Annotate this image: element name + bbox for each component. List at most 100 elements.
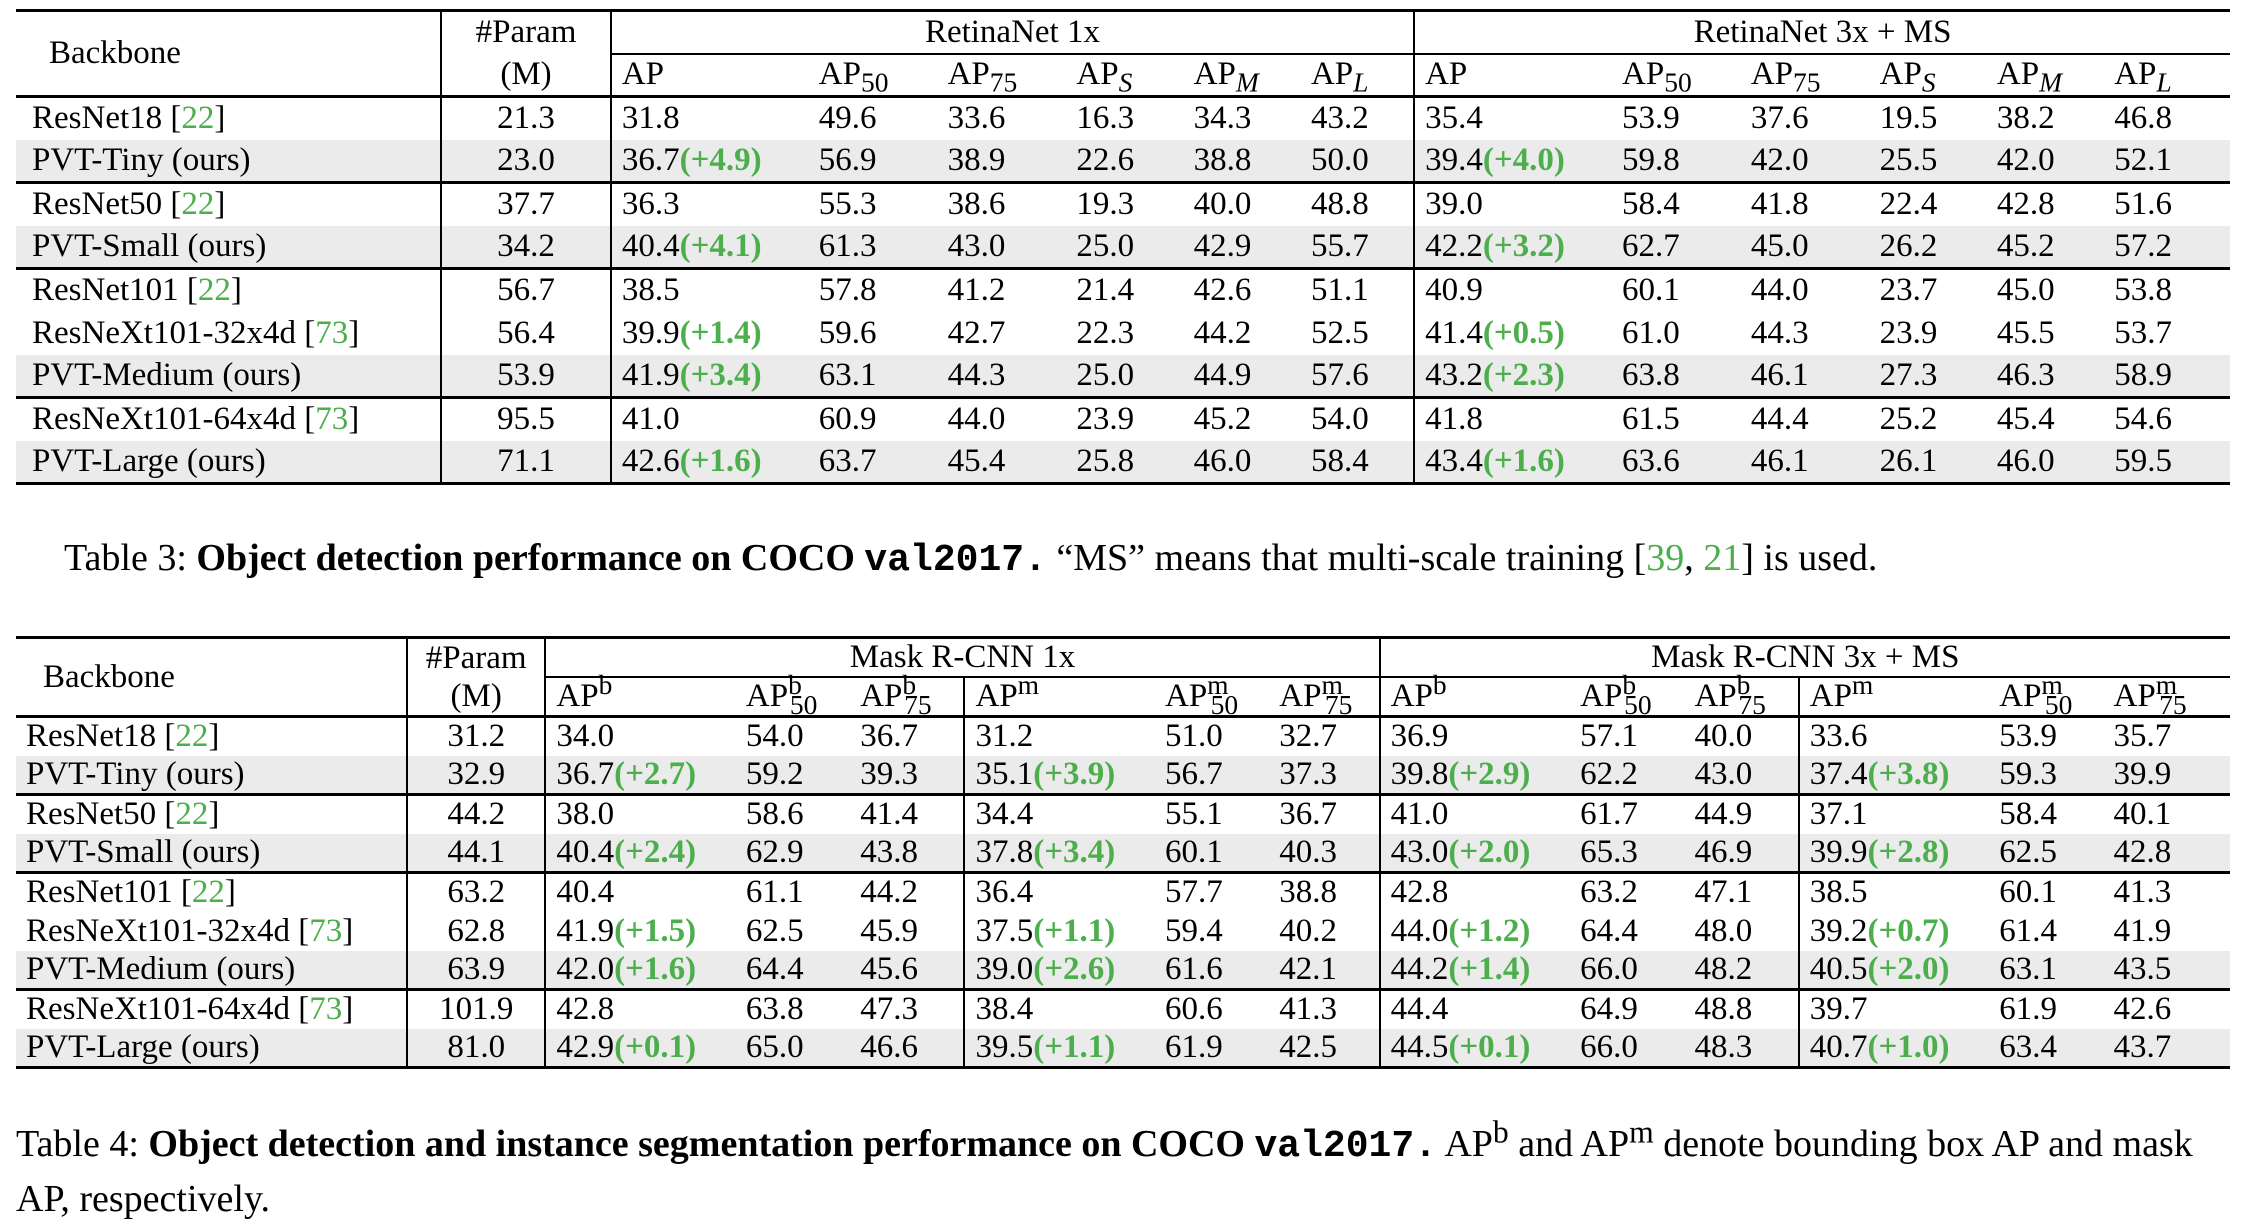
metric-cell: 55.3: [808, 181, 938, 226]
metric-value: 58.4: [1999, 796, 2057, 833]
citation-link[interactable]: 22: [191, 874, 225, 911]
metric-value: 63.6: [1622, 442, 1680, 479]
metric-cell: 36.7(+2.7): [545, 755, 736, 795]
metric-cell: 42.9: [1183, 225, 1301, 269]
metric-cell: 39.9: [2103, 755, 2230, 795]
metric-value: 36.3: [621, 186, 680, 223]
metric-cell: 46.8: [2104, 97, 2230, 140]
metric-value: 39.4: [1425, 141, 1483, 178]
metric-cell: 61.5: [1612, 396, 1741, 441]
caption-citation-link[interactable]: 21: [1703, 537, 1742, 579]
improvement-delta: (+2.0): [1448, 833, 1531, 870]
metric-cell: 66.0: [1570, 950, 1685, 990]
citation-link[interactable]: 22: [175, 796, 209, 833]
metric-cell: 45.5: [1987, 312, 2104, 355]
citation-link[interactable]: 22: [181, 100, 215, 137]
improvement-delta: (+0.7): [1867, 912, 1950, 949]
improvement-delta: (+2.6): [1033, 950, 1116, 987]
backbone-name: ResNet101: [26, 874, 173, 911]
metric-value: 52.5: [1310, 314, 1369, 351]
metric-value: 41.9: [2113, 912, 2172, 949]
metric-value: 52.1: [2114, 141, 2172, 178]
metric-cell: 26.1: [1869, 440, 1987, 484]
metric-value: 39.2: [1809, 912, 1868, 949]
metric-value: 36.7: [621, 141, 680, 178]
citation-link[interactable]: 73: [315, 314, 349, 351]
metric-cell: 42.8: [1986, 181, 2105, 226]
param-cell: 53.9: [441, 354, 612, 398]
improvement-delta: (+1.6): [679, 442, 762, 479]
metric-value: 22.6: [1076, 141, 1135, 178]
citation-link[interactable]: 22: [181, 186, 215, 223]
improvement-delta: (+1.5): [614, 912, 697, 949]
citation-link[interactable]: 73: [309, 912, 343, 949]
backbone-cell: ResNet18 [22]: [16, 716, 409, 756]
metric-cell: 43.0: [937, 225, 1067, 269]
metric-value: 65.3: [1580, 833, 1638, 870]
metric-cell: 37.6: [1741, 97, 1870, 140]
metric-cell: 58.9: [2104, 354, 2230, 398]
backbone-cell: PVT-Large (ours): [16, 440, 443, 484]
metric-cell: 43.7: [2103, 1028, 2230, 1068]
metric-ap75-header: AP75: [947, 56, 1018, 98]
metric-value: 41.2: [947, 272, 1006, 309]
citation-link[interactable]: 73: [315, 401, 349, 438]
metric-value: 57.1: [1580, 718, 1638, 755]
metric-cell: 42.2(+3.2): [1414, 225, 1613, 269]
metric-value: 21.4: [1076, 272, 1135, 309]
citation-link[interactable]: 22: [197, 272, 231, 309]
backbone-name: PVT-Large (ours): [32, 442, 266, 479]
citation-link[interactable]: 22: [175, 718, 209, 755]
metric-value: 42.8: [2113, 833, 2172, 870]
metric-cell: 53.7: [2104, 312, 2230, 355]
metric-value: 35.7: [2113, 718, 2172, 755]
improvement-delta: (+1.2): [1448, 912, 1531, 949]
caption-citation-link[interactable]: 39: [1646, 537, 1685, 579]
metric-value: 36.4: [975, 874, 1034, 911]
metric-value: 26.1: [1879, 442, 1938, 479]
table-4: Backbone #Param Mask R-CNN 1x Mask R-CNN…: [16, 636, 2230, 1069]
metric-value: 39.9: [2113, 755, 2172, 792]
param-header-line2: (M): [407, 677, 547, 717]
metric-cell: 64.4: [735, 950, 851, 990]
metric-cell: 57.2: [2104, 225, 2230, 269]
metric-cell: 54.0: [736, 717, 850, 756]
metric-cell: 57.6: [1300, 354, 1416, 398]
metric-cell: 58.4: [1989, 793, 2104, 834]
metric-value: 58.4: [1622, 186, 1680, 223]
metric-value: 54.6: [2114, 401, 2172, 438]
metric-value: 43.8: [860, 833, 918, 870]
metric-cell: 41.0: [610, 396, 809, 441]
metric-cell: 46.1: [1740, 440, 1870, 484]
table-3-body: Backbone #Param RetinaNet 1x RetinaNet 3…: [16, 10, 2230, 484]
metric-cell: 48.2: [1684, 950, 1800, 990]
metric-cell: 37.8(+3.4): [964, 833, 1155, 873]
metric-cell: 25.5: [1869, 139, 1987, 183]
metric-value: 48.8: [1310, 186, 1369, 223]
metric-cell: 48.8: [1300, 181, 1416, 226]
metric-cell: 22.3: [1066, 312, 1183, 355]
metric-cell: 60.9: [808, 396, 938, 441]
citation-link[interactable]: 73: [309, 991, 343, 1028]
improvement-delta: (+2.9): [1448, 755, 1531, 792]
improvement-delta: (+1.1): [1033, 912, 1116, 949]
metric-cell: 48.0: [1684, 911, 1800, 951]
caption-bold-title: Object detection performance on COCO: [196, 537, 855, 579]
metric-value: 61.9: [1164, 1028, 1223, 1065]
metric-value: 36.9: [1390, 718, 1449, 755]
metric-cell: 44.9: [1183, 354, 1301, 398]
metric-value: 66.0: [1580, 950, 1638, 987]
metric-cell: 25.0: [1066, 354, 1184, 398]
improvement-delta: (+0.5): [1482, 314, 1565, 351]
metric-ap-header: AP: [621, 56, 665, 93]
metric-cell: 46.0: [1986, 440, 2105, 484]
metric-cell: 42.1: [1269, 950, 1381, 990]
table-row: PVT-Large (ours) 81.0 42.9(+0.1) 65.0 46.6 39…: [16, 1028, 2230, 1068]
metric-cell: 45.6: [850, 950, 966, 990]
metric-value: 25.5: [1879, 141, 1938, 178]
metric-cell: 31.8: [611, 97, 809, 140]
backbone-cell: ResNet101 [22]: [16, 871, 409, 912]
metric-cell: 40.4: [545, 871, 736, 912]
metric-apb75-header: APb75: [1684, 671, 1800, 718]
metric-cell: 63.1: [808, 354, 938, 398]
